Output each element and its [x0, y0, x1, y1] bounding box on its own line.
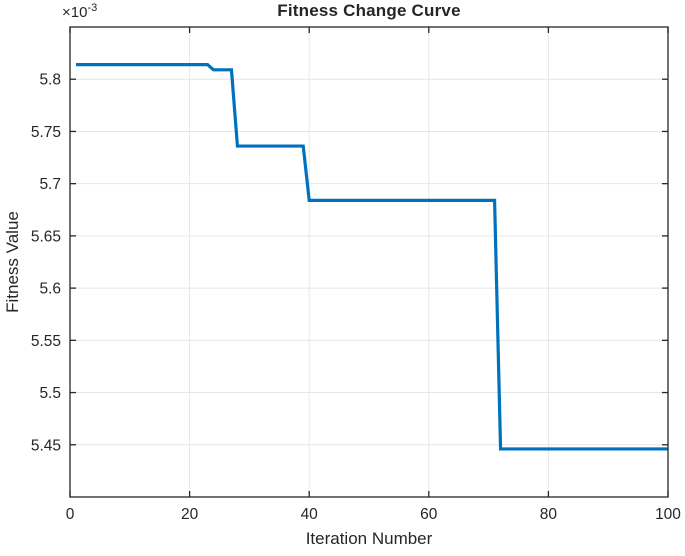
tick-marks — [69, 27, 669, 497]
y-tick-label: 5.7 — [39, 176, 61, 193]
x-tick-labels: 0 20 40 60 80 100 — [66, 506, 682, 523]
series-line-fitness-value — [75, 62, 668, 451]
y-tick-label: 5.8 — [39, 72, 61, 89]
y-tick-labels: 5.45 5.5 5.55 5.6 5.65 5.7 5.75 5.8 — [31, 72, 61, 455]
chart-title: Fitness Change Curve — [277, 1, 461, 20]
y-tick-label: 5.75 — [31, 124, 61, 141]
x-tick-label: 100 — [655, 506, 681, 523]
y-tick-label: 5.6 — [39, 281, 61, 298]
y-tick-label: 5.45 — [31, 437, 61, 454]
series-lines — [75, 62, 668, 451]
x-axis-label: Iteration Number — [305, 529, 433, 548]
x-tick-label: 60 — [420, 506, 438, 523]
y-tick-label: 5.55 — [31, 333, 61, 350]
y-tick-label: 5.65 — [31, 228, 61, 245]
grid-lines — [70, 27, 668, 497]
y-multiplier-base: ×10 — [62, 4, 88, 21]
y-tick-label: 5.5 — [39, 385, 61, 402]
y-axis-label: Fitness Value — [3, 211, 22, 313]
y-axis-multiplier: ×10-3 — [62, 2, 97, 21]
x-tick-label: 0 — [66, 506, 75, 523]
axes-box — [69, 26, 669, 498]
x-tick-label: 40 — [301, 506, 319, 523]
y-multiplier-exponent: -3 — [87, 2, 98, 14]
x-tick-label: 20 — [181, 506, 199, 523]
x-tick-label: 80 — [540, 506, 558, 523]
